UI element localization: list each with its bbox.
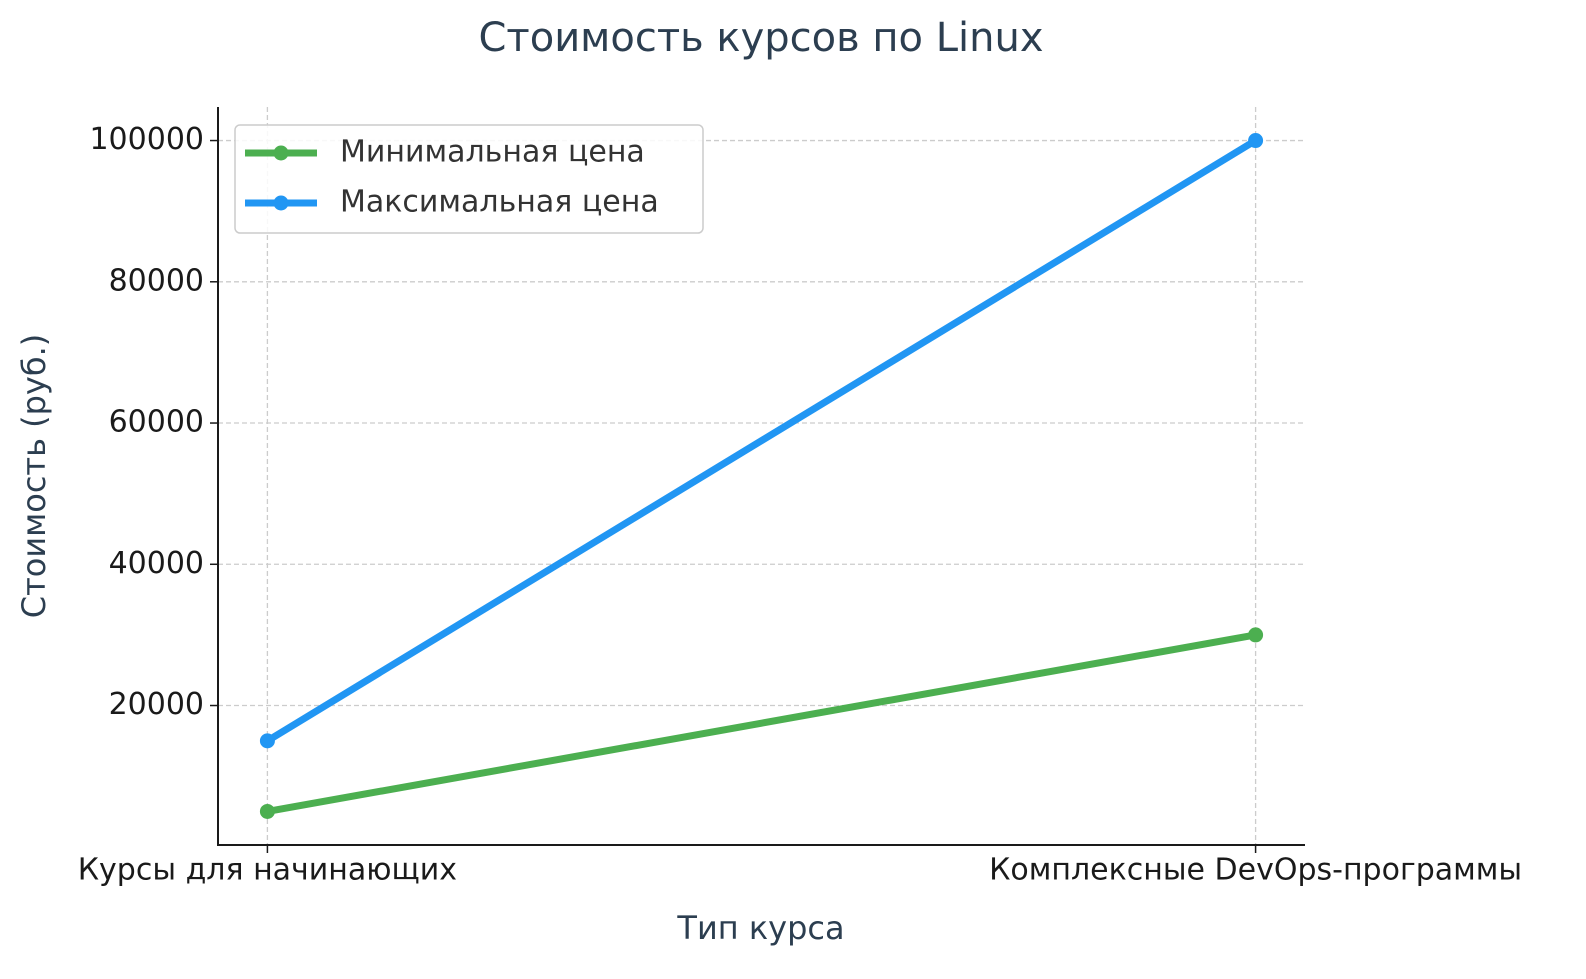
data-point [1248, 133, 1264, 149]
legend-label: Максимальная цена [340, 185, 659, 220]
y-tick-label: 100000 [89, 122, 204, 157]
chart-title: Стоимость курсов по Linux [478, 15, 1043, 61]
y-axis-label: Стоимость (руб.) [15, 334, 53, 618]
series-line [266, 631, 1257, 815]
x-axis-label: Тип курса [676, 909, 844, 947]
data-point [259, 803, 275, 819]
legend-box [234, 124, 704, 234]
legend-label: Минимальная цена [340, 135, 645, 170]
series-line [265, 137, 1258, 744]
x-tick-label: Курсы для начинающих [78, 853, 457, 888]
legend-marker [273, 195, 289, 211]
y-tick-label: 40000 [109, 546, 204, 581]
legend-marker [273, 145, 289, 161]
y-tick-label: 60000 [109, 405, 204, 440]
x-tick-label: Комплексные DevOps-программы [989, 853, 1522, 888]
y-tick-label: 80000 [109, 263, 204, 298]
axes [217, 107, 1305, 846]
data-point [1248, 627, 1264, 643]
data-point [259, 733, 275, 749]
y-tick-label: 20000 [109, 687, 204, 722]
